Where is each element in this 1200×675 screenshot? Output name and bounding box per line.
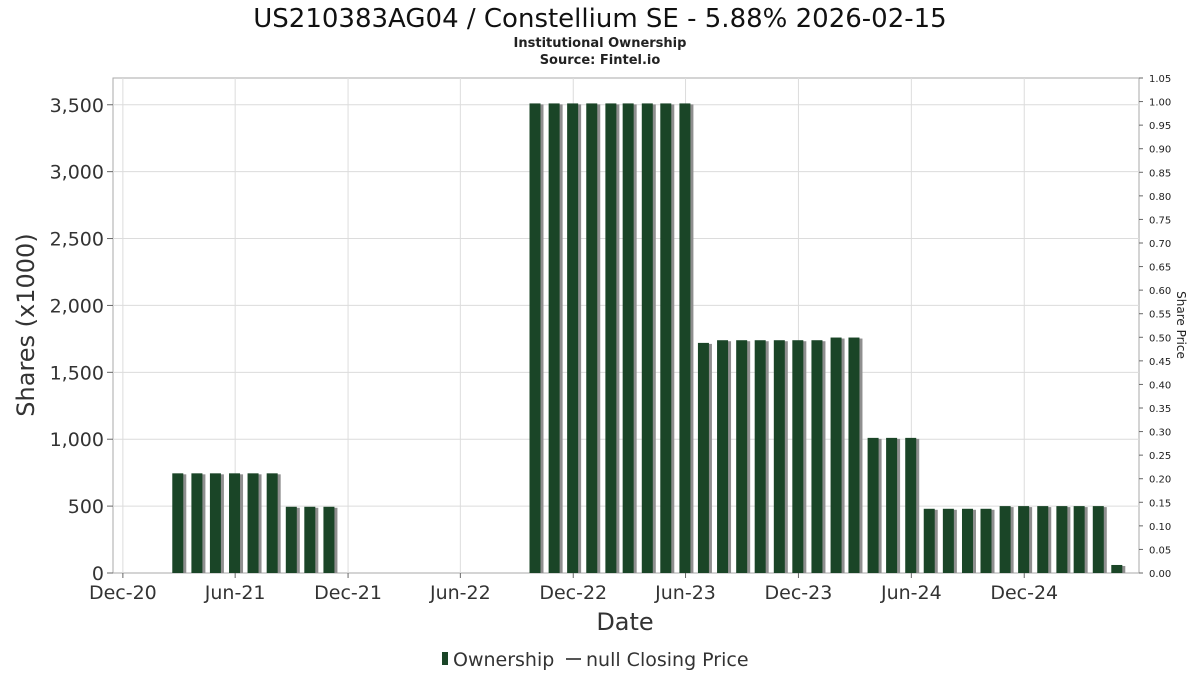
y-tick-label: 1,500 (50, 362, 104, 384)
y2-tick-label: 0.50 (1149, 333, 1171, 344)
y2-tick-label: 0.20 (1149, 475, 1171, 486)
bar (605, 103, 617, 574)
bar (191, 473, 203, 573)
y2-tick-label: 0.25 (1149, 451, 1171, 462)
bar (811, 340, 823, 573)
y2-tick-label: 0.05 (1149, 545, 1171, 556)
x-tick-label: Dec-21 (314, 582, 382, 604)
x-tick-label: Jun-21 (204, 582, 266, 604)
bar (867, 437, 879, 573)
y2-tick-label: 1.05 (1149, 74, 1171, 85)
y-tick-label: 500 (68, 496, 104, 518)
bar (736, 340, 748, 573)
bar (660, 103, 672, 574)
bars (172, 103, 1126, 574)
y-axis-label: Shares (x1000) (12, 233, 40, 416)
y-tick-label: 2,500 (50, 229, 104, 251)
y2-tick-label: 0.35 (1149, 404, 1171, 415)
legend-ownership-swatch (442, 652, 448, 665)
bar (1018, 506, 1030, 573)
bar (209, 473, 221, 573)
bar (848, 337, 860, 573)
x-axis-label: Date (596, 608, 653, 636)
y2-tick-label: 0.65 (1149, 263, 1171, 274)
bar (1037, 506, 1049, 573)
bar (622, 103, 634, 574)
y2-tick-label: 0.40 (1149, 380, 1171, 391)
grid (113, 78, 1139, 573)
legend-ownership-label: Ownership (453, 649, 554, 671)
y-axis-ticks: 0 500 1,000 1,500 2,000 2,500 3,000 3,500 (50, 95, 113, 585)
y2-tick-label: 0.10 (1149, 522, 1171, 533)
bar (697, 342, 709, 573)
bar (999, 506, 1011, 573)
legend: Ownership null Closing Price (442, 649, 749, 671)
bar (923, 508, 935, 573)
bar (679, 103, 691, 574)
y2-tick-label: 0.95 (1149, 121, 1171, 132)
x-tick-label: Dec-22 (539, 582, 607, 604)
bar (754, 340, 766, 573)
bar (266, 473, 278, 573)
y2-tick-label: 0.60 (1149, 286, 1171, 297)
chart-source: Source: Fintel.io (540, 53, 661, 68)
y2-tick-label: 1.00 (1149, 98, 1171, 109)
y2-axis-label: Share Price (1174, 291, 1188, 359)
y-tick-label: 0 (92, 563, 104, 585)
y2-tick-label: 0.80 (1149, 192, 1171, 203)
bar (229, 473, 241, 573)
bar (1073, 506, 1085, 573)
y2-tick-label: 0.90 (1149, 145, 1171, 156)
bar (567, 103, 579, 574)
bar (942, 508, 954, 573)
bar (980, 508, 992, 573)
bar (586, 103, 598, 574)
y-tick-label: 3,000 (50, 162, 104, 184)
chart-subtitle: Institutional Ownership (514, 36, 687, 51)
x-tick-label: Dec-20 (89, 582, 157, 604)
bar (717, 340, 729, 573)
x-tick-label: Jun-23 (654, 582, 716, 604)
y2-tick-label: 0.85 (1149, 168, 1171, 179)
chart-title: US210383AG04 / Constellium SE - 5.88% 20… (253, 4, 946, 34)
y2-tick-label: 0.30 (1149, 428, 1171, 439)
y2-tick-label: 0.70 (1149, 239, 1171, 250)
bar (830, 337, 842, 573)
bar (1056, 506, 1068, 573)
bar (247, 473, 259, 573)
y2-tick-label: 0.15 (1149, 498, 1171, 509)
legend-price-label: null Closing Price (586, 649, 749, 671)
bar (529, 103, 541, 574)
bar (773, 340, 785, 573)
y2-tick-label: 0.00 (1149, 569, 1171, 580)
x-tick-label: Dec-23 (765, 582, 833, 604)
bar (1092, 506, 1104, 573)
x-tick-label: Dec-24 (990, 582, 1058, 604)
bar (641, 103, 653, 574)
y2-tick-label: 0.75 (1149, 215, 1171, 226)
bar (285, 506, 297, 573)
x-tick-label: Jun-24 (880, 582, 942, 604)
y-tick-label: 3,500 (50, 95, 104, 117)
y2-axis-ticks: 0.00 0.05 0.10 0.15 0.20 0.25 0.30 0.35 0.40 0.45… (1139, 74, 1171, 580)
y2-tick-label: 0.55 (1149, 310, 1171, 321)
bar (886, 437, 898, 573)
bar (1111, 564, 1123, 573)
bar (548, 103, 560, 574)
bar (323, 506, 335, 573)
x-tick-label: Jun-22 (429, 582, 491, 604)
bar (172, 473, 184, 573)
bar (792, 340, 804, 573)
bar (304, 506, 316, 573)
y2-tick-label: 0.45 (1149, 357, 1171, 368)
bar (905, 437, 917, 573)
y-tick-label: 1,000 (50, 429, 104, 451)
x-axis-ticks: Dec-20 Jun-21 Dec-21 Jun-22 Dec-22 Jun-23 Dec-… (89, 573, 1058, 604)
bar (961, 508, 973, 573)
y-tick-label: 2,000 (50, 295, 104, 317)
